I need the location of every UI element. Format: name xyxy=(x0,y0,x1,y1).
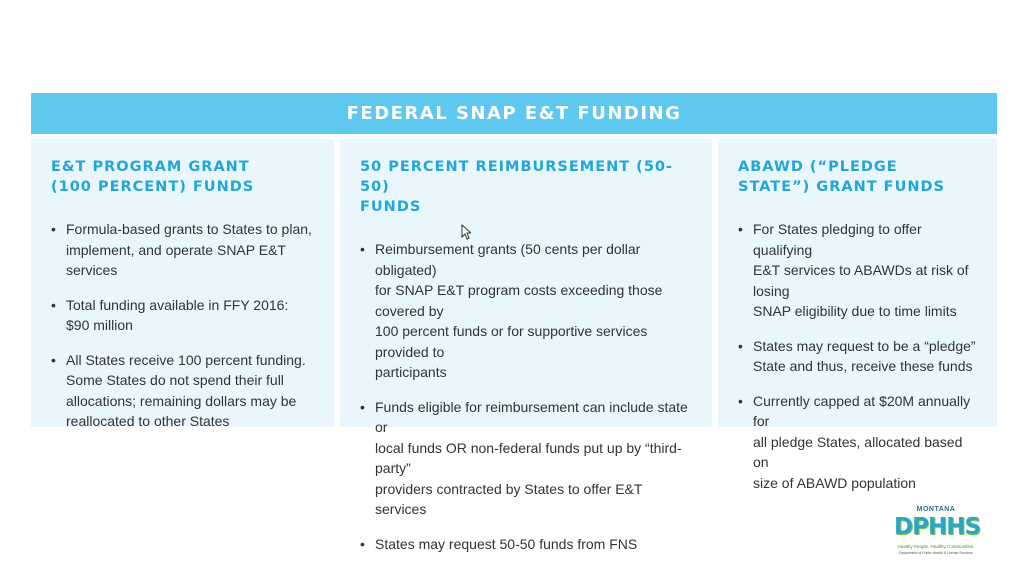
bullet-item: Reimbursement grants (50 cents per dolla… xyxy=(360,239,694,383)
bullet-list: Formula-based grants to States to plan, … xyxy=(51,219,316,432)
bullet-item: States may request to be a “pledge” Stat… xyxy=(738,336,979,377)
bullet-line: Some States do not spend their full xyxy=(66,372,284,388)
logo-tagline: Healthy People. Healthy Communities. xyxy=(897,544,975,549)
bullet-line: participants xyxy=(375,364,447,380)
heading-line: E&T PROGRAM GRANT xyxy=(51,159,250,175)
logo-wordmark: DPHHS xyxy=(894,514,981,540)
heading-line: 50 PERCENT REIMBURSEMENT (50-50) xyxy=(360,159,674,195)
heading-line: (100 PERCENT) FUNDS xyxy=(51,179,255,195)
logo-department: Department of Public Health & Human Serv… xyxy=(899,551,973,555)
bullet-item: Total funding available in FFY 2016: $90… xyxy=(51,295,316,336)
bullet-line: for SNAP E&T program costs exceeding tho… xyxy=(375,282,663,319)
mouse-pointer-icon xyxy=(461,224,471,240)
bullet-item: Formula-based grants to States to plan, … xyxy=(51,219,316,281)
bullet-line: allocations; remaining dollars may be xyxy=(66,392,297,409)
bullet-line: local funds OR non-federal funds put up … xyxy=(375,439,682,477)
bullet-item: Funds eligible for reimbursement can inc… xyxy=(360,397,694,520)
bullet-line: providers contracted by States to offer … xyxy=(375,480,643,518)
bullet-line: 100 percent funds or for supportive serv… xyxy=(375,323,648,360)
bullet-line: For States pledging to offer qualifying xyxy=(753,221,922,258)
bullet-line: Reimbursement grants (50 cents per dolla… xyxy=(375,241,641,278)
column-abawd-pledge-funds: ABAWD (“PLEDGE STATE”) GRANT FUNDS For S… xyxy=(718,139,997,491)
column-heading: E&T PROGRAM GRANT (100 PERCENT) FUNDS xyxy=(51,157,316,197)
heading-line: ABAWD (“PLEDGE xyxy=(738,159,898,175)
bullet-list: Reimbursement grants (50 cents per dolla… xyxy=(360,239,694,554)
bullet-item: Currently capped at $20M annually for al… xyxy=(738,391,979,494)
bullet-line: E&T services to ABAWDs at risk of losing xyxy=(753,262,969,299)
bullet-line: $90 million xyxy=(66,317,133,333)
bullet-line: implement, and operate SNAP E&T services xyxy=(66,241,286,279)
bullet-line: Total funding available in FFY 2016: xyxy=(66,296,289,313)
bullet-line: Formula-based grants to States to plan, xyxy=(66,221,312,237)
bullet-line: all pledge States, allocated based on xyxy=(753,433,963,471)
bullet-line: size of ABAWD population xyxy=(753,474,916,491)
bullet-line: reallocated to other States xyxy=(66,413,230,429)
bullet-line: SNAP eligibility due to time limits xyxy=(753,303,957,319)
heading-line: STATE”) GRANT FUNDS xyxy=(738,179,945,195)
bullet-line: States may request to be a “pledge” xyxy=(753,337,976,354)
heading-line: FUNDS xyxy=(360,199,422,215)
bullet-line: Currently capped at $20M annually for xyxy=(753,392,971,430)
bullet-item: States may request 50-50 funds from FNS xyxy=(360,534,694,555)
dphhs-logo: MONTANA DPHHS Healthy People. Healthy Co… xyxy=(892,506,981,558)
column-heading: 50 PERCENT REIMBURSEMENT (50-50) FUNDS xyxy=(360,157,694,217)
title-banner: FEDERAL SNAP E&T FUNDING xyxy=(31,93,997,134)
bullet-line: All States receive 100 percent funding. xyxy=(66,351,306,368)
bullet-list: For States pledging to offer qualifying … xyxy=(738,219,979,493)
bullet-line: Funds eligible for reimbursement can inc… xyxy=(375,398,688,436)
column-50-50-funds: 50 PERCENT REIMBURSEMENT (50-50) FUNDS R… xyxy=(340,139,712,554)
column-100-percent-funds: E&T PROGRAM GRANT (100 PERCENT) FUNDS Fo… xyxy=(31,139,334,429)
bullet-line: States may request 50-50 funds from FNS xyxy=(375,535,638,552)
logo-state: MONTANA xyxy=(916,506,956,513)
bullet-item: For States pledging to offer qualifying … xyxy=(738,219,979,322)
page-title: FEDERAL SNAP E&T FUNDING xyxy=(346,103,682,124)
bullet-line: State and thus, receive these funds xyxy=(753,358,973,374)
bullet-item: All States receive 100 percent funding. … xyxy=(51,350,316,432)
column-heading: ABAWD (“PLEDGE STATE”) GRANT FUNDS xyxy=(738,157,979,197)
